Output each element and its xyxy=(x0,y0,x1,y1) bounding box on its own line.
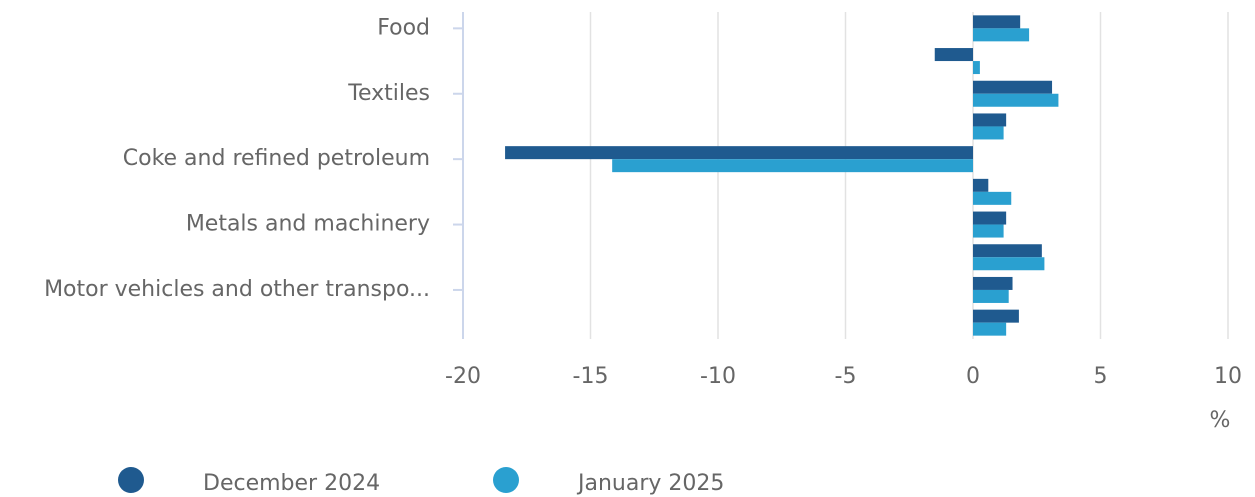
bar xyxy=(973,191,1012,205)
legend-label: January 2025 xyxy=(576,471,724,496)
bar xyxy=(973,61,980,75)
bar xyxy=(934,48,973,62)
y-tick-label: Food xyxy=(377,15,430,40)
bar xyxy=(973,80,1053,94)
bar xyxy=(973,289,1009,303)
x-tick-label: -20 xyxy=(445,364,481,389)
bar xyxy=(973,93,1059,107)
y-tick-label: Textiles xyxy=(347,81,430,106)
bar xyxy=(973,309,1019,323)
x-axis-label: % xyxy=(1210,408,1231,433)
bar xyxy=(973,322,1007,336)
bar xyxy=(505,146,973,160)
x-tick-label: -5 xyxy=(835,364,857,389)
bar xyxy=(612,159,973,173)
bar xyxy=(973,244,1042,258)
bar xyxy=(973,224,1004,238)
x-tick-label: 0 xyxy=(966,364,980,389)
x-tick-label: -15 xyxy=(573,364,609,389)
x-tick-label: 5 xyxy=(1094,364,1108,389)
y-tick-label: Metals and machinery xyxy=(186,212,430,237)
legend-label: December 2024 xyxy=(203,471,380,496)
bar xyxy=(973,178,989,192)
y-tick-label: Coke and refined petroleum xyxy=(123,146,430,171)
x-tick-label: -10 xyxy=(700,364,736,389)
bar xyxy=(973,28,1030,42)
bar xyxy=(973,257,1045,271)
bar xyxy=(973,113,1007,127)
legend-marker xyxy=(493,467,519,493)
bar xyxy=(973,211,1007,225)
y-tick-label: Motor vehicles and other transpo... xyxy=(44,277,430,302)
x-tick-label: 10 xyxy=(1214,364,1242,389)
bar xyxy=(973,15,1021,29)
legend-marker xyxy=(118,467,144,493)
bar xyxy=(973,126,1004,140)
bar xyxy=(973,276,1013,290)
